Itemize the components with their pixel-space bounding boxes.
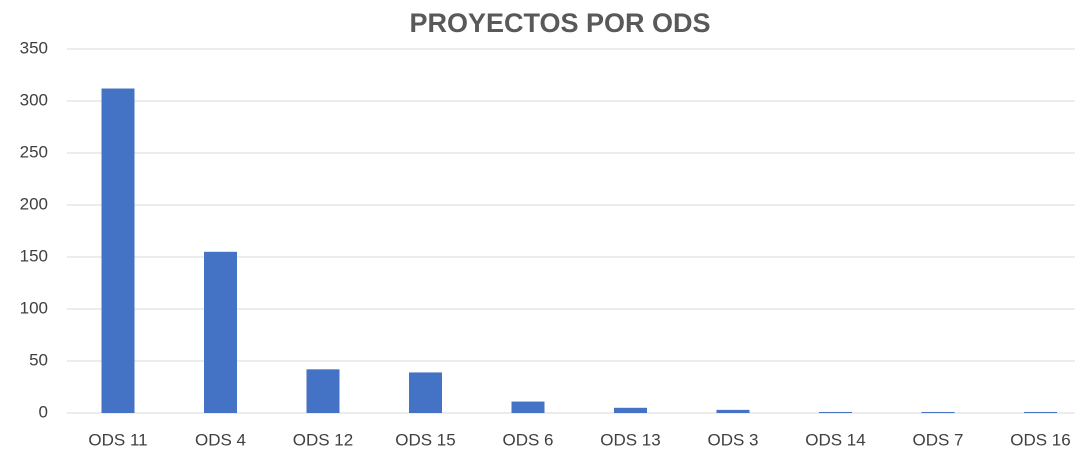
bar bbox=[819, 411, 852, 413]
x-tick-label: ODS 4 bbox=[195, 430, 246, 449]
y-tick-label: 350 bbox=[20, 38, 48, 57]
bar bbox=[1024, 411, 1057, 413]
y-tick-label: 50 bbox=[29, 350, 48, 369]
bar bbox=[409, 372, 442, 413]
bar bbox=[716, 409, 750, 413]
bar bbox=[204, 251, 237, 413]
x-tick-label: ODS 15 bbox=[395, 430, 455, 449]
y-tick-label: 300 bbox=[20, 90, 48, 109]
y-tick-label: 150 bbox=[20, 246, 48, 265]
x-tick-label: ODS 11 bbox=[88, 430, 147, 449]
bar bbox=[511, 401, 545, 413]
x-tick-label: ODS 14 bbox=[805, 430, 865, 449]
x-tick-label: ODS 7 bbox=[912, 430, 963, 449]
x-tick-label: ODS 6 bbox=[502, 430, 553, 449]
bar bbox=[614, 407, 647, 413]
y-tick-label: 250 bbox=[20, 142, 48, 161]
chart-title: PROYECTOS POR ODS bbox=[409, 8, 710, 38]
y-tick-label: 0 bbox=[39, 402, 48, 421]
x-tick-label: ODS 13 bbox=[600, 430, 660, 449]
x-tick-label: ODS 3 bbox=[707, 430, 758, 449]
x-tick-label: ODS 12 bbox=[293, 430, 353, 449]
y-tick-label: 200 bbox=[20, 194, 48, 213]
bar bbox=[921, 411, 955, 413]
bar bbox=[101, 88, 135, 414]
x-tick-label: ODS 16 bbox=[1010, 430, 1070, 449]
bar bbox=[306, 369, 340, 413]
y-tick-label: 100 bbox=[20, 298, 48, 317]
